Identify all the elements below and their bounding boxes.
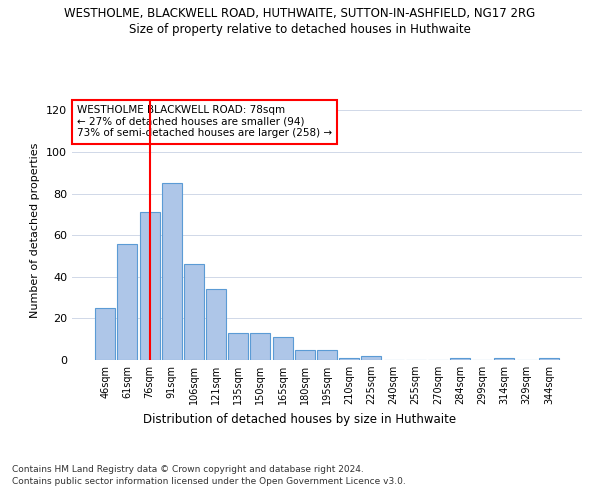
Text: WESTHOLME BLACKWELL ROAD: 78sqm
← 27% of detached houses are smaller (94)
73% of: WESTHOLME BLACKWELL ROAD: 78sqm ← 27% of… xyxy=(77,105,332,138)
Bar xyxy=(250,333,271,360)
Bar xyxy=(162,183,182,360)
Bar xyxy=(118,244,137,360)
Bar xyxy=(450,358,470,360)
Bar xyxy=(184,264,204,360)
Text: WESTHOLME, BLACKWELL ROAD, HUTHWAITE, SUTTON-IN-ASHFIELD, NG17 2RG: WESTHOLME, BLACKWELL ROAD, HUTHWAITE, SU… xyxy=(64,8,536,20)
Text: Distribution of detached houses by size in Huthwaite: Distribution of detached houses by size … xyxy=(143,412,457,426)
Bar xyxy=(295,350,315,360)
Text: Contains public sector information licensed under the Open Government Licence v3: Contains public sector information licen… xyxy=(12,478,406,486)
Bar xyxy=(272,337,293,360)
Bar xyxy=(339,358,359,360)
Bar xyxy=(317,350,337,360)
Bar xyxy=(206,290,226,360)
Bar xyxy=(494,358,514,360)
Bar xyxy=(140,212,160,360)
Bar xyxy=(361,356,382,360)
Bar xyxy=(228,333,248,360)
Y-axis label: Number of detached properties: Number of detached properties xyxy=(31,142,40,318)
Text: Size of property relative to detached houses in Huthwaite: Size of property relative to detached ho… xyxy=(129,22,471,36)
Bar xyxy=(539,358,559,360)
Text: Contains HM Land Registry data © Crown copyright and database right 2024.: Contains HM Land Registry data © Crown c… xyxy=(12,465,364,474)
Bar xyxy=(95,308,115,360)
